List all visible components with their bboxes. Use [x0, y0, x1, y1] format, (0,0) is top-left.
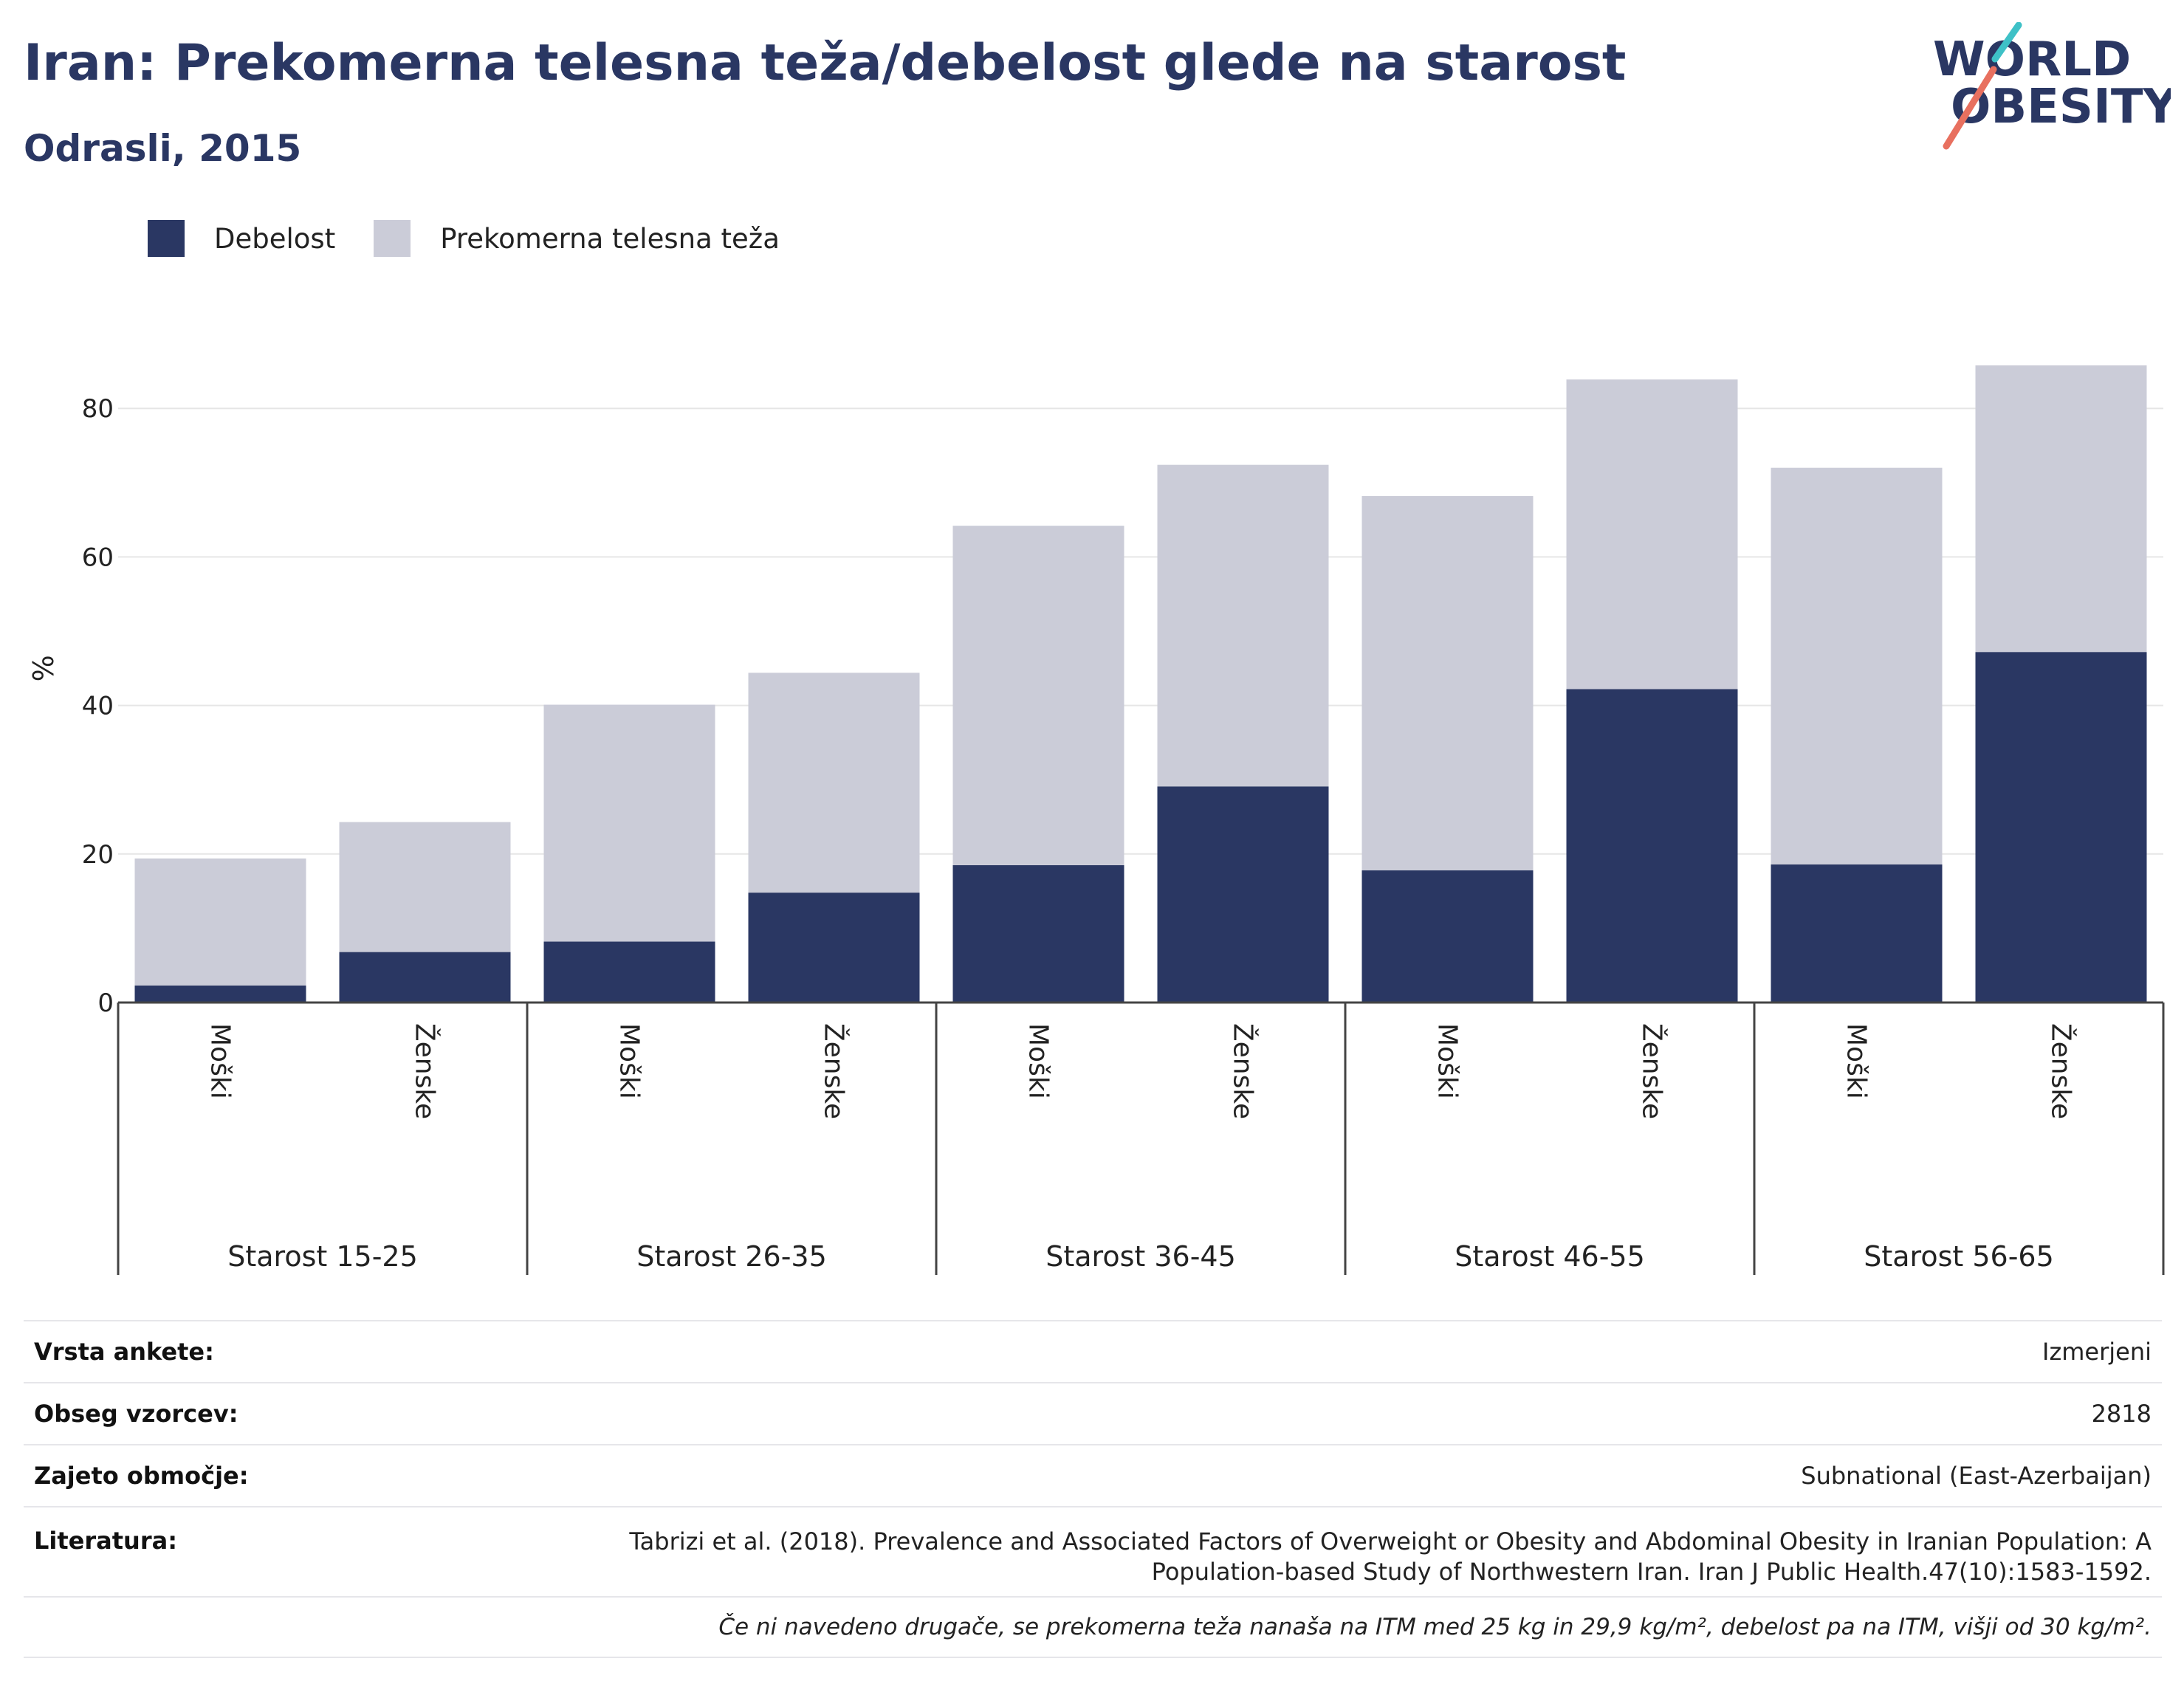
y-tick-label-60: 60 — [82, 543, 114, 572]
x-category-label-2: Moški — [614, 1023, 645, 1099]
x-group-label-3: Starost 46-55 — [1455, 1240, 1645, 1273]
bmi-definition-note: Če ni navedeno drugače, se prekomerna te… — [718, 1614, 2152, 1640]
logo-text-world: WORLD — [1933, 32, 2131, 87]
meta-key-survey-type: Vrsta ankete: — [34, 1338, 214, 1366]
y-axis-label: % — [27, 655, 60, 681]
bar-obesity-5 — [1157, 786, 1329, 1003]
logo-slash-teal — [1991, 22, 2022, 63]
legend-item-overweight[interactable]: Prekomerna telesna teža — [374, 220, 780, 257]
legend-label-overweight: Prekomerna telesna teža — [440, 222, 780, 255]
logo-text-obesity: OBESITY — [1951, 80, 2171, 134]
meta-row-reference: Literatura: Tabrizi et al. (2018). Preva… — [24, 1506, 2162, 1596]
legend-label-obesity: Debelost — [214, 222, 336, 255]
meta-value-area: Subnational (East-Azerbaijan) — [1801, 1461, 2152, 1490]
chart-subtitle: Odrasli, 2015 — [24, 127, 302, 170]
x-category-label-8: Moški — [1841, 1023, 1872, 1099]
logo-slash-red — [1943, 66, 1997, 150]
x-category-label-7: Ženske — [1637, 1023, 1668, 1119]
bar-overweight-6 — [1361, 495, 1534, 870]
bar-overweight-7 — [1566, 379, 1738, 690]
chart-title: Iran: Prekomerna telesna teža/debelost g… — [24, 34, 1627, 92]
bar-overweight-2 — [543, 704, 715, 942]
meta-value-survey-type: Izmerjeni — [2042, 1337, 2152, 1366]
x-category-label-9: Ženske — [2046, 1023, 2077, 1119]
x-group-label-1: Starost 26-35 — [636, 1240, 827, 1273]
legend-item-obesity[interactable]: Debelost — [148, 220, 335, 257]
y-tick-label-20: 20 — [82, 840, 114, 870]
bar-obesity-2 — [543, 941, 715, 1003]
meta-row-survey-type: Vrsta ankete: Izmerjeni — [24, 1320, 2162, 1382]
meta-row-note: Če ni navedeno drugače, se prekomerna te… — [24, 1596, 2162, 1658]
x-group-label-0: Starost 15-25 — [227, 1240, 418, 1273]
x-group-label-4: Starost 56-65 — [1864, 1240, 2054, 1273]
y-tick-label-40: 40 — [82, 692, 114, 721]
meta-row-sample-size: Obseg vzorcev: 2818 — [24, 1382, 2162, 1444]
bar-overweight-3 — [748, 673, 920, 893]
legend-swatch-overweight — [374, 220, 411, 257]
legend-swatch-obesity — [148, 220, 185, 257]
bar-obesity-3 — [748, 893, 920, 1003]
x-category-label-6: Moški — [1432, 1023, 1463, 1099]
reference-line-2: Population-based Study of Northwestern I… — [1151, 1558, 2152, 1586]
survey-metadata-table: Vrsta ankete: Izmerjeni Obseg vzorcev: 2… — [24, 1320, 2162, 1658]
bar-obesity-7 — [1566, 689, 1738, 1003]
x-category-label-3: Ženske — [819, 1023, 850, 1119]
bar-overweight-9 — [1975, 365, 2147, 653]
legend: Debelost Prekomerna telesna teža — [148, 219, 818, 258]
x-category-label-5: Ženske — [1228, 1023, 1259, 1119]
bar-overweight-8 — [1771, 467, 1943, 864]
x-category-label-1: Ženske — [410, 1023, 441, 1119]
bar-overweight-5 — [1157, 464, 1329, 787]
meta-value-sample-size: 2818 — [2091, 1399, 2152, 1428]
meta-row-area: Zajeto območje: Subnational (East-Azerba… — [24, 1444, 2162, 1506]
x-group-label-2: Starost 36-45 — [1045, 1240, 1236, 1273]
reference-line-1: Tabrizi et al. (2018). Prevalence and As… — [629, 1527, 2152, 1555]
bar-obesity-8 — [1771, 864, 1943, 1003]
y-tick-label-0: 0 — [97, 989, 114, 1018]
world-obesity-logo: WORLD OBESITY — [1933, 22, 2171, 150]
y-tick-label-80: 80 — [82, 394, 114, 424]
bar-obesity-6 — [1361, 870, 1534, 1003]
bar-overweight-0 — [134, 858, 306, 986]
x-category-label-0: Moški — [205, 1023, 236, 1099]
meta-value-reference: Tabrizi et al. (2018). Prevalence and As… — [629, 1527, 2152, 1587]
bar-obesity-9 — [1975, 652, 2147, 1003]
meta-key-area: Zajeto območje: — [34, 1462, 249, 1490]
meta-key-sample-size: Obseg vzorcev: — [34, 1400, 238, 1428]
bar-obesity-4 — [952, 864, 1124, 1003]
stacked-bar-chart: 0 20 40 60 80% Moški Ženske Moški Ženske Moški Žen… — [27, 365, 2165, 1275]
bar-overweight-1 — [339, 822, 511, 952]
bar-overweight-4 — [952, 526, 1124, 865]
meta-key-reference: Literatura: — [34, 1527, 177, 1555]
bar-obesity-1 — [339, 952, 511, 1003]
x-category-label-4: Moški — [1023, 1023, 1054, 1099]
bar-obesity-0 — [134, 985, 306, 1003]
